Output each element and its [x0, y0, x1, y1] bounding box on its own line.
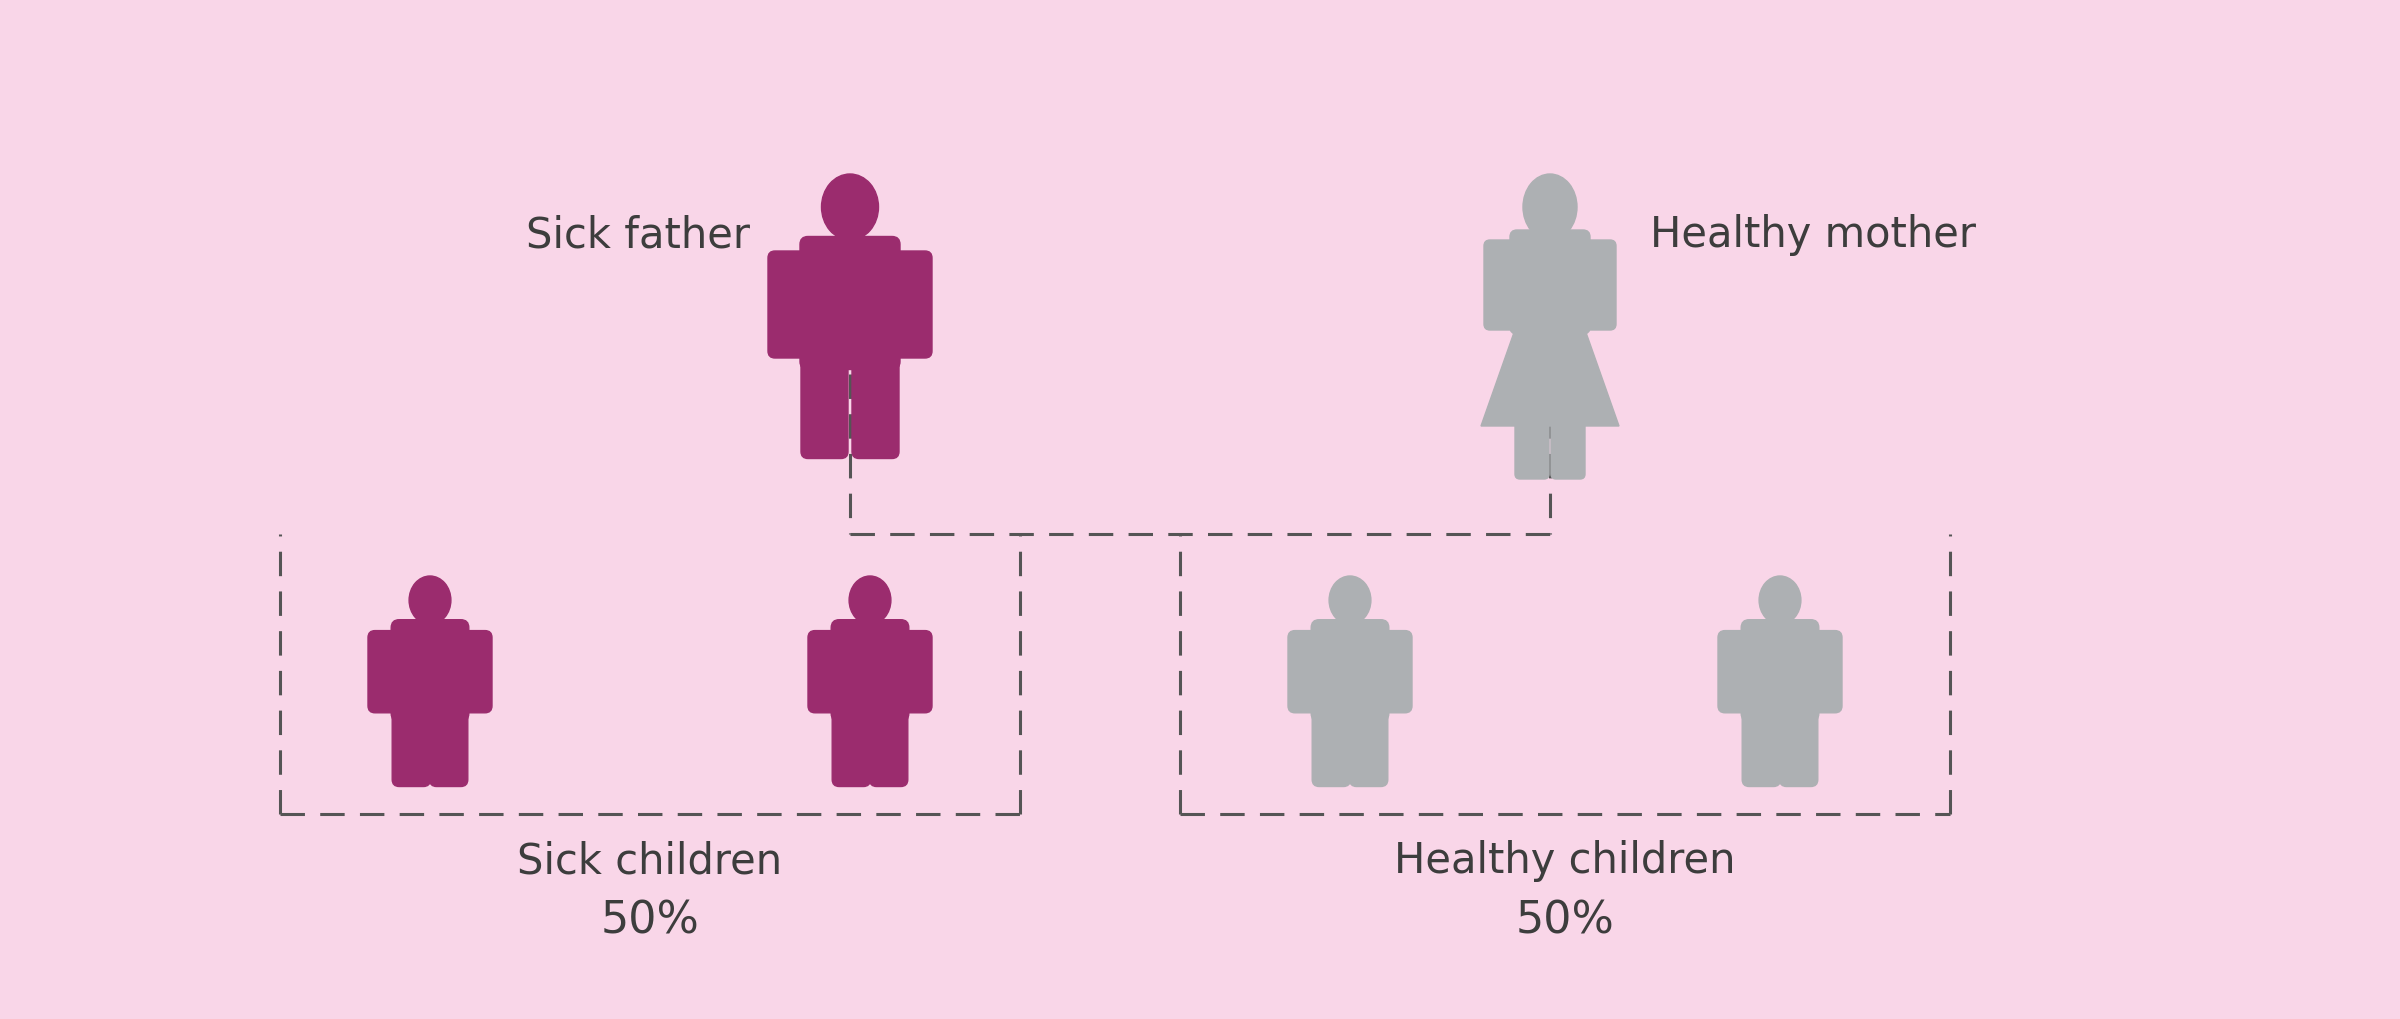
FancyBboxPatch shape	[1289, 631, 1330, 713]
Text: 50%: 50%	[600, 899, 698, 943]
FancyBboxPatch shape	[367, 631, 410, 713]
FancyBboxPatch shape	[1574, 240, 1615, 331]
FancyBboxPatch shape	[1510, 230, 1591, 334]
FancyBboxPatch shape	[890, 631, 931, 713]
Ellipse shape	[821, 175, 878, 240]
FancyBboxPatch shape	[1550, 413, 1584, 480]
FancyBboxPatch shape	[1483, 240, 1526, 331]
FancyBboxPatch shape	[1781, 701, 1817, 787]
Ellipse shape	[408, 577, 451, 625]
Ellipse shape	[850, 577, 890, 625]
FancyBboxPatch shape	[1370, 631, 1411, 713]
FancyBboxPatch shape	[1742, 621, 1819, 721]
FancyBboxPatch shape	[391, 621, 468, 721]
Polygon shape	[1481, 325, 1620, 427]
FancyBboxPatch shape	[1800, 631, 1843, 713]
FancyBboxPatch shape	[869, 701, 907, 787]
FancyBboxPatch shape	[830, 621, 910, 721]
FancyBboxPatch shape	[852, 347, 900, 459]
FancyBboxPatch shape	[878, 252, 931, 359]
Text: Sick father: Sick father	[526, 214, 749, 256]
Ellipse shape	[1524, 175, 1577, 240]
Text: 50%: 50%	[1514, 899, 1615, 943]
FancyBboxPatch shape	[809, 631, 850, 713]
FancyBboxPatch shape	[430, 701, 468, 787]
FancyBboxPatch shape	[768, 252, 821, 359]
Text: Healthy mother: Healthy mother	[1651, 214, 1975, 256]
Ellipse shape	[1330, 577, 1370, 625]
FancyBboxPatch shape	[799, 237, 900, 370]
Text: Healthy children: Healthy children	[1394, 840, 1735, 881]
FancyBboxPatch shape	[833, 701, 871, 787]
FancyBboxPatch shape	[1349, 701, 1387, 787]
FancyBboxPatch shape	[1742, 701, 1781, 787]
Ellipse shape	[1759, 577, 1800, 625]
FancyBboxPatch shape	[1517, 317, 1584, 362]
FancyBboxPatch shape	[1718, 631, 1762, 713]
FancyBboxPatch shape	[391, 701, 430, 787]
FancyBboxPatch shape	[449, 631, 492, 713]
FancyBboxPatch shape	[1514, 413, 1548, 480]
FancyBboxPatch shape	[1310, 621, 1390, 721]
FancyBboxPatch shape	[1313, 701, 1351, 787]
FancyBboxPatch shape	[802, 347, 847, 459]
Text: Sick children: Sick children	[518, 840, 782, 881]
